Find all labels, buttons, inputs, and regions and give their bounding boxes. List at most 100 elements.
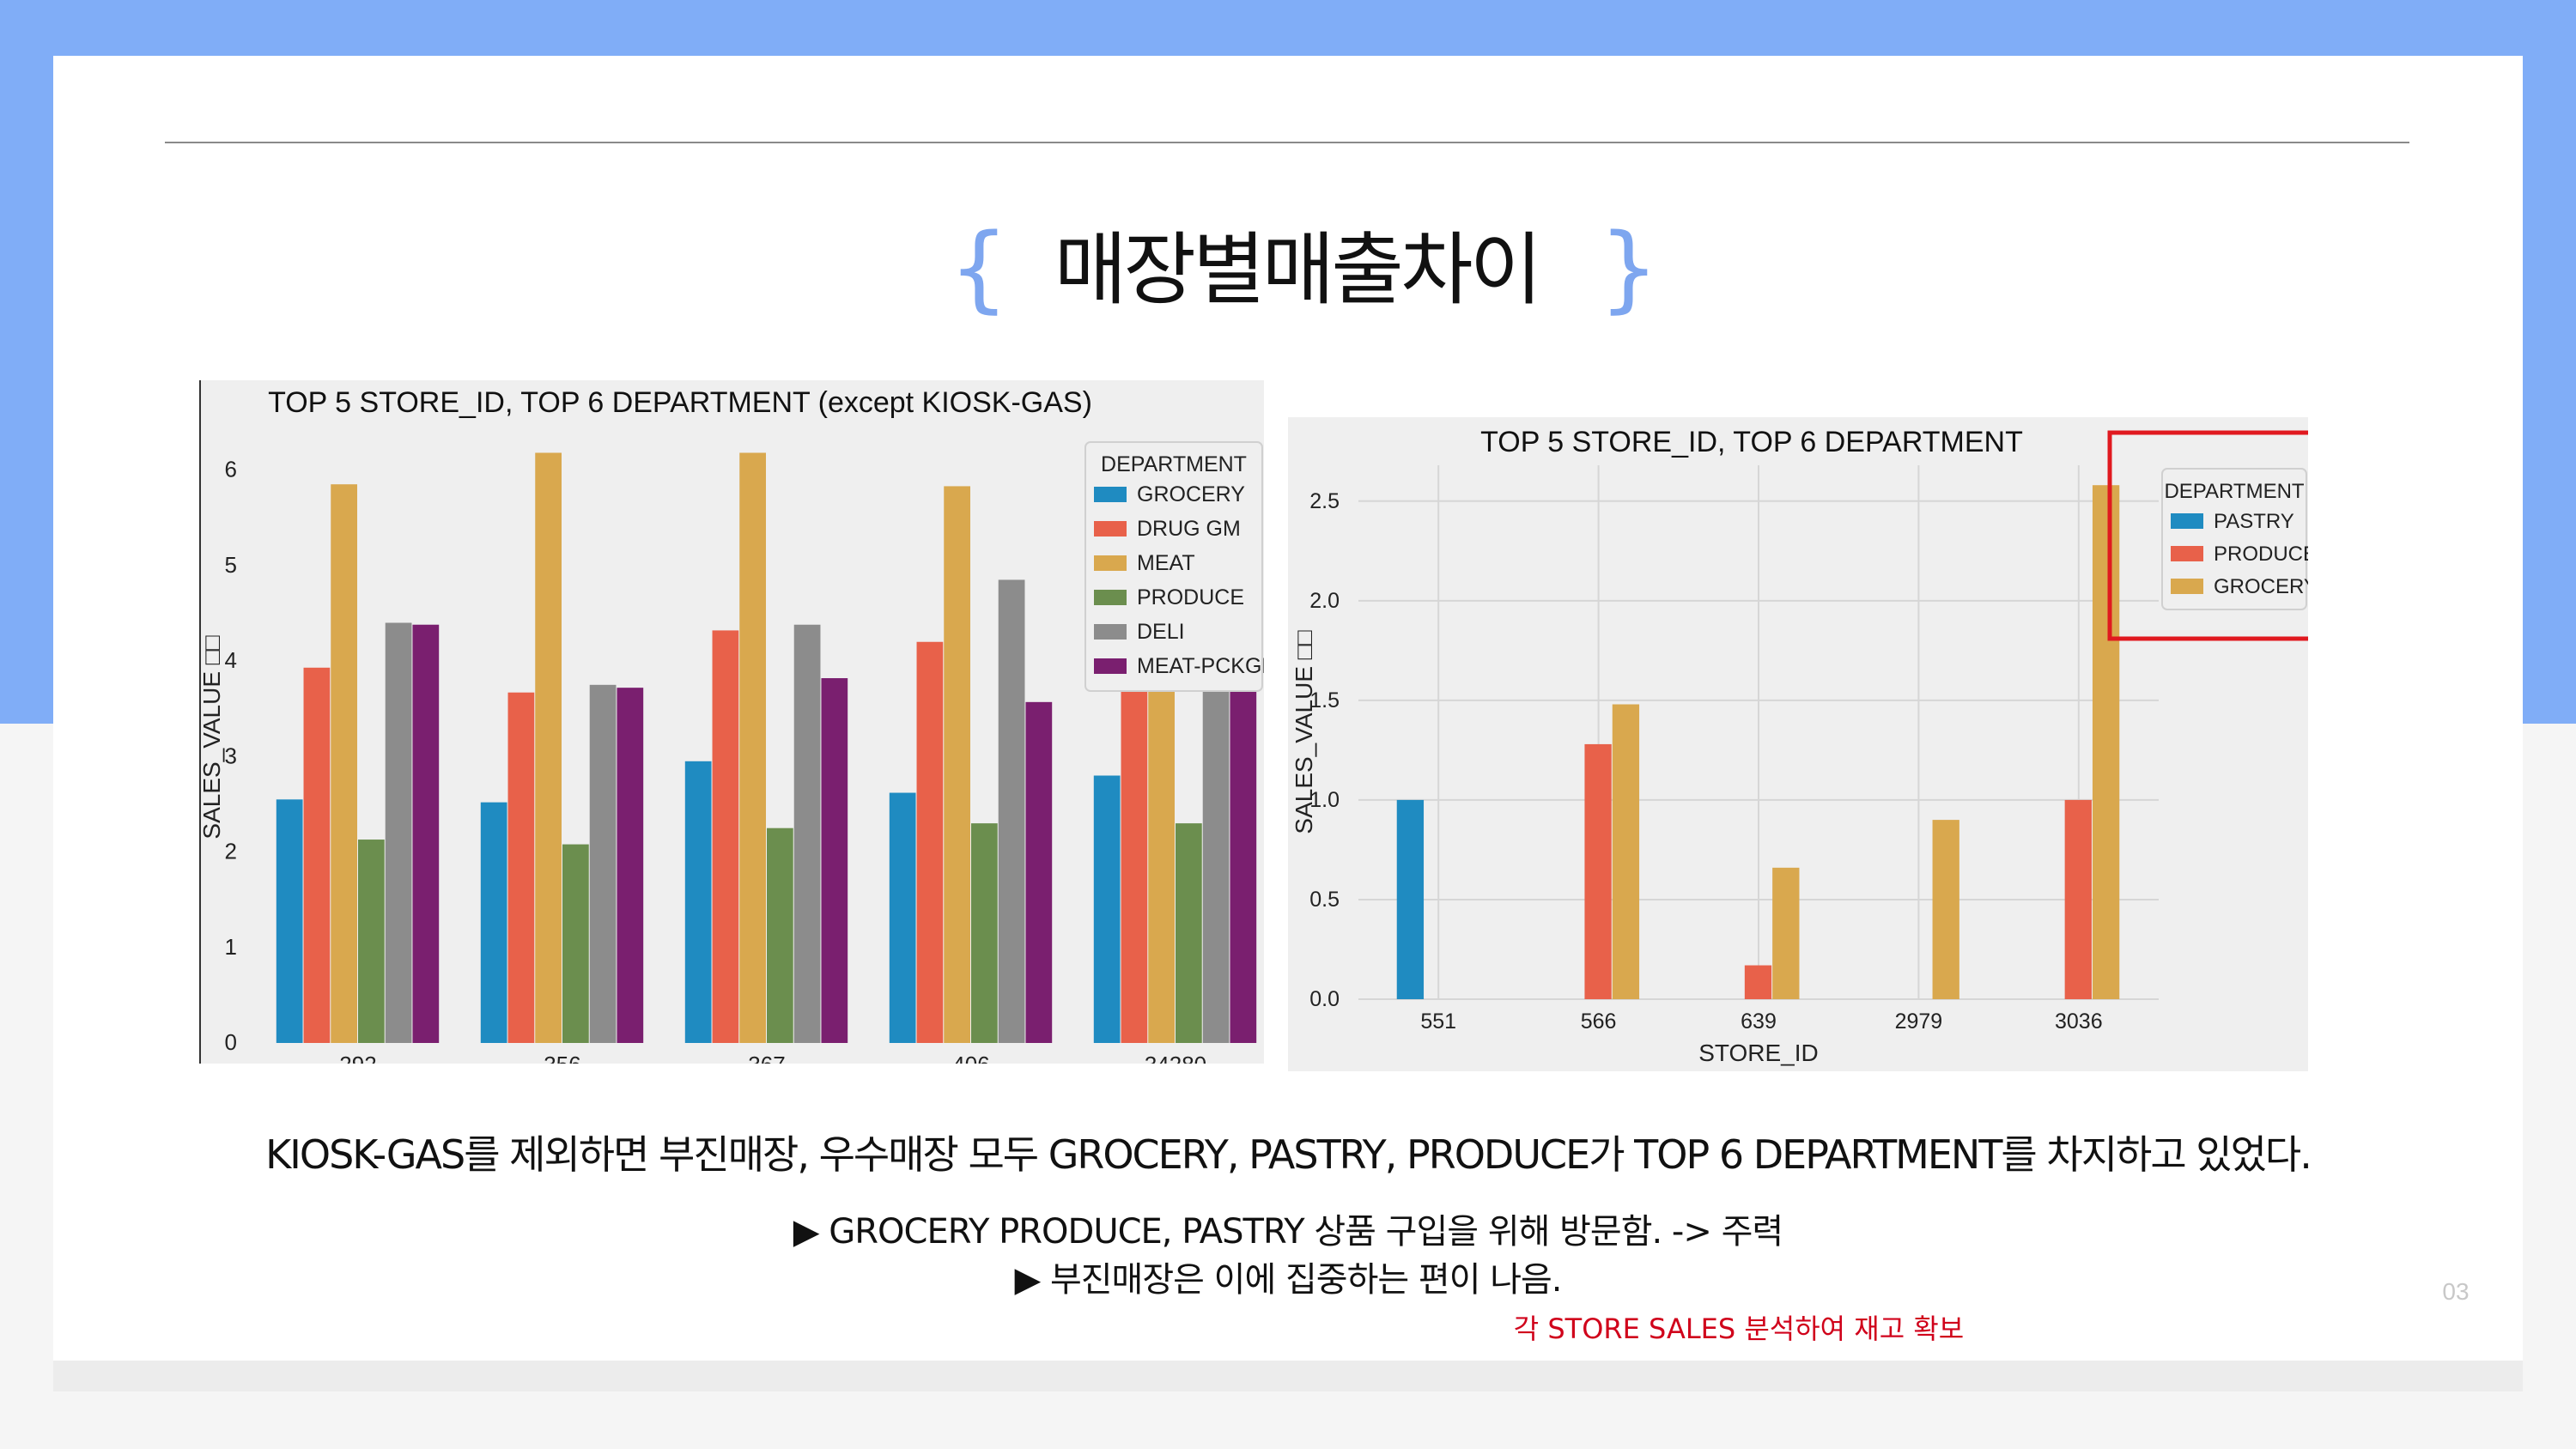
bar-drug-gm-406: [916, 641, 944, 1043]
legend-box: [1084, 441, 1263, 692]
y-tick-label: 1.5: [1309, 688, 1340, 712]
legend-swatch: [2171, 546, 2203, 561]
bar-drug-gm-367: [712, 630, 739, 1043]
x-tick-label: 551: [1420, 1009, 1456, 1034]
legend-label: MEAT: [1137, 551, 1195, 575]
x-tick-label: 292: [339, 1052, 376, 1064]
bar-meat-pckgd-292: [412, 624, 440, 1043]
bar-meat-367: [739, 452, 766, 1043]
legend-title: DEPARTMENT: [2164, 480, 2304, 503]
bar-produce-34280: [1176, 823, 1202, 1043]
bar-grocery-639: [1772, 867, 1800, 999]
legend-label: PASTRY: [2214, 510, 2294, 533]
y-tick-label: 0: [225, 1029, 237, 1055]
bar-grocery-34280: [1093, 775, 1121, 1043]
y-axis-label: SALES_VALUE □□: [1291, 630, 1317, 834]
legend-swatch: [2171, 513, 2203, 529]
bar-produce-3036: [2064, 799, 2092, 999]
bar-pastry-551: [1396, 799, 1425, 999]
legend-swatch: [1094, 658, 1127, 674]
bar-produce-406: [971, 823, 998, 1043]
y-tick-label: 2.0: [1309, 589, 1340, 613]
y-axis-label: SALES_VALUE □□: [199, 635, 225, 839]
legend-label: DELI: [1137, 620, 1185, 644]
bar-deli-406: [998, 579, 1025, 1043]
bar-produce-639: [1744, 965, 1772, 999]
legend-swatch: [1094, 521, 1127, 537]
bar-grocery-566: [1612, 704, 1640, 999]
legend-title: DEPARTMENT: [1101, 452, 1247, 476]
bar-grocery-3036: [2092, 485, 2120, 999]
page-number: 03: [2442, 1278, 2470, 1305]
legend-label: MEAT-PCKGD: [1137, 654, 1264, 678]
action-note: 각 STORE SALES 분석하여 재고 확보: [1513, 1313, 1965, 1345]
y-tick-label: 1.0: [1309, 788, 1340, 812]
y-tick-label: 5: [225, 552, 237, 578]
legend-swatch: [1094, 624, 1127, 640]
y-tick-label: 2: [225, 839, 237, 864]
slide-title: 매장별매출차이: [1054, 224, 1542, 316]
bar-drug-gm-292: [303, 667, 331, 1043]
legend-box: [2161, 468, 2307, 610]
chart-svg: 0.0 0.5 1.0 1.5 2.0 2.5 551 566 639 2979 3036 STORE…: [1288, 417, 2308, 1071]
x-tick-label: 356: [544, 1052, 580, 1064]
legend-swatch: [1094, 487, 1127, 502]
x-tick-label: 566: [1581, 1009, 1617, 1034]
chart-top6-department: 0.0 0.5 1.0 1.5 2.0 2.5 551 566 639 2979 3036 STORE…: [1288, 417, 2308, 1071]
left-brace-decoration: {: [949, 213, 1009, 323]
x-tick-label: 3036: [2055, 1009, 2103, 1034]
y-tick-label: 1: [225, 934, 237, 960]
main-finding-text: KIOSK-GAS를 제외하면 부진매장, 우수매장 모두 GROCERY, P…: [265, 1131, 2312, 1178]
bar-drug-gm-356: [507, 692, 535, 1043]
legend-label: GROCERY: [1137, 482, 1245, 506]
bar-meat-292: [331, 484, 357, 1043]
chart-svg: 012345629235636740634280STORE_IDSALES_VA…: [199, 380, 1264, 1064]
x-tick-label: 367: [748, 1052, 785, 1064]
bar-meat-pckgd-367: [821, 678, 848, 1043]
bar-meat-pckgd-356: [617, 688, 644, 1043]
bar-deli-292: [385, 622, 412, 1043]
bar-produce-356: [562, 844, 589, 1043]
x-tick-label: 406: [952, 1052, 989, 1064]
bar-meat-406: [944, 486, 970, 1043]
y-tick-label: 0.5: [1309, 888, 1340, 912]
bar-meat-356: [535, 452, 562, 1043]
y-tick-label: 2.5: [1309, 489, 1340, 513]
legend-swatch: [1094, 555, 1127, 571]
slide-footer-bar: [53, 1361, 2523, 1391]
legend-swatch: [2171, 579, 2203, 594]
y-tick-label: 0.0: [1309, 987, 1340, 1011]
chart-title: TOP 5 STORE_ID, TOP 6 DEPARTMENT: [1480, 426, 2023, 458]
y-tick-label: 6: [225, 457, 237, 482]
bar-deli-367: [793, 624, 821, 1043]
bar-grocery-292: [276, 799, 303, 1043]
bar-produce-367: [767, 828, 793, 1043]
bar-grocery-2979: [1932, 820, 1959, 999]
legend-label: GROCERY: [2214, 575, 2308, 598]
x-tick-label: 2979: [1895, 1009, 1943, 1034]
right-brace-decoration: }: [1599, 213, 1659, 323]
legend-label: PRODUCE: [2214, 543, 2308, 566]
sub-point-1: ▶ GROCERY PRODUCE, PASTRY 상품 구입을 위해 방문함.…: [793, 1212, 1783, 1252]
legend-label: DRUG GM: [1137, 517, 1241, 541]
y-tick-label: 3: [225, 743, 237, 768]
bar-meat-pckgd-34280: [1230, 667, 1257, 1043]
bar-produce-566: [1584, 743, 1612, 999]
x-tick-label: 34280: [1145, 1052, 1206, 1064]
chart-top6-except-kiosk: 012345629235636740634280STORE_IDSALES_VA…: [199, 380, 1264, 1064]
legend-swatch: [1094, 590, 1127, 605]
bar-deli-356: [589, 684, 617, 1043]
top-divider: [165, 142, 2409, 143]
y-tick-label: 4: [225, 647, 237, 673]
bar-meat-pckgd-406: [1025, 701, 1053, 1043]
bar-grocery-367: [684, 761, 712, 1043]
chart-title: TOP 5 STORE_ID, TOP 6 DEPARTMENT (except…: [268, 386, 1092, 419]
bar-grocery-406: [889, 792, 916, 1043]
legend-highlight-box: [2107, 430, 2308, 641]
sub-point-2: ▶ 부진매장은 이에 집중하는 편이 나음.: [1014, 1260, 1562, 1300]
bar-grocery-356: [480, 802, 507, 1043]
bar-produce-292: [358, 840, 385, 1043]
x-axis-label: STORE_ID: [1698, 1040, 1819, 1066]
x-tick-label: 639: [1741, 1009, 1777, 1034]
legend-label: PRODUCE: [1137, 585, 1244, 609]
